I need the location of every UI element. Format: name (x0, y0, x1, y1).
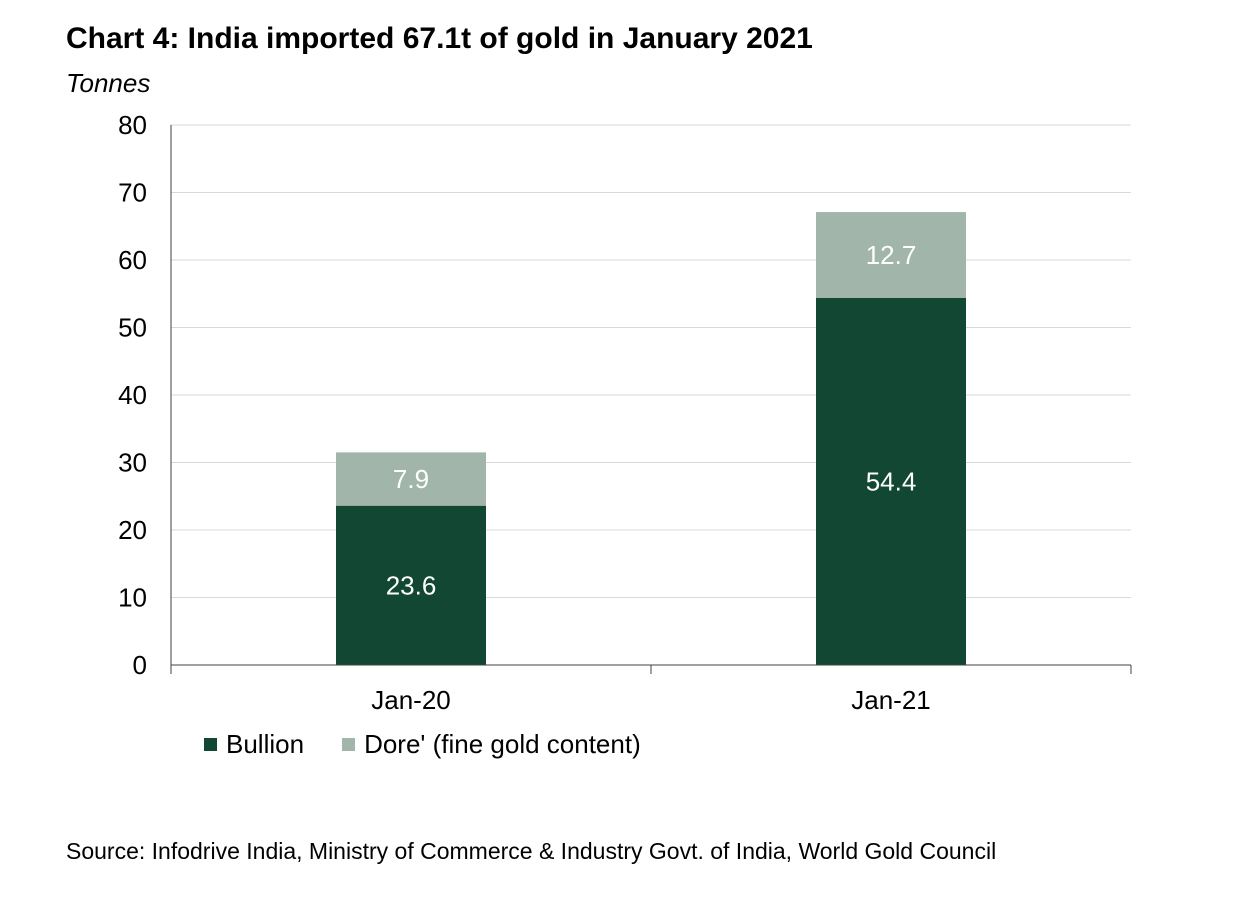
y-tick-label-80: 80 (118, 110, 147, 140)
data-label-jan-21-dore: 12.7 (866, 240, 917, 270)
labels: 0 10 20 30 40 50 60 70 80 Jan-20 Jan-21 23.6 54.4 7.9… (118, 110, 931, 715)
chart-title: Chart 4: India imported 67.1t of gold in… (66, 22, 813, 55)
y-tick-label-70: 70 (118, 178, 147, 208)
legend: Bullion Dore' (fine gold content) (204, 729, 679, 760)
legend-label-dore: Dore' (fine gold content) (364, 729, 641, 759)
data-label-jan-20-dore: 7.9 (393, 464, 429, 494)
gridlines (171, 124, 1131, 598)
data-label-jan-21-bullion: 54.4 (866, 466, 917, 496)
legend-swatch-bullion (204, 738, 217, 751)
legend-swatch-dore (342, 738, 356, 751)
bars (336, 212, 966, 665)
y-tick-label-50: 50 (118, 313, 147, 343)
bar-jan-20-bullion (336, 505, 486, 665)
y-tick-label-30: 30 (118, 448, 147, 478)
legend-label-bullion: Bullion (226, 729, 305, 759)
legend-item-bullion: Bullion (204, 729, 304, 760)
data-label-jan-20-bullion: 23.6 (386, 570, 437, 600)
x-tick-label-jan-20: Jan-20 (371, 685, 451, 715)
y-axis-unit-label: Tonnes (66, 68, 151, 98)
y-tick-label-20: 20 (118, 515, 147, 545)
y-tick-label-10: 10 (118, 583, 147, 613)
bar-jan-21-bullion (816, 297, 966, 665)
legend-item-dore: Dore' (fine gold content) (342, 729, 641, 760)
y-tick-label-60: 60 (118, 245, 147, 275)
y-tick-label-40: 40 (118, 380, 147, 410)
axes (170, 125, 1132, 674)
x-tick-label-jan-21: Jan-21 (851, 685, 931, 715)
bar-jan-20-dore (336, 452, 486, 506)
stacked-bar-chart: 0 10 20 30 40 50 60 70 80 Jan-20 Jan-21 23.6 54.4 7.9… (118, 110, 1132, 715)
bar-jan-21-dore (816, 212, 966, 298)
source-note: Source: Infodrive India, Ministry of Com… (66, 838, 997, 864)
y-tick-label-0: 0 (133, 650, 147, 680)
